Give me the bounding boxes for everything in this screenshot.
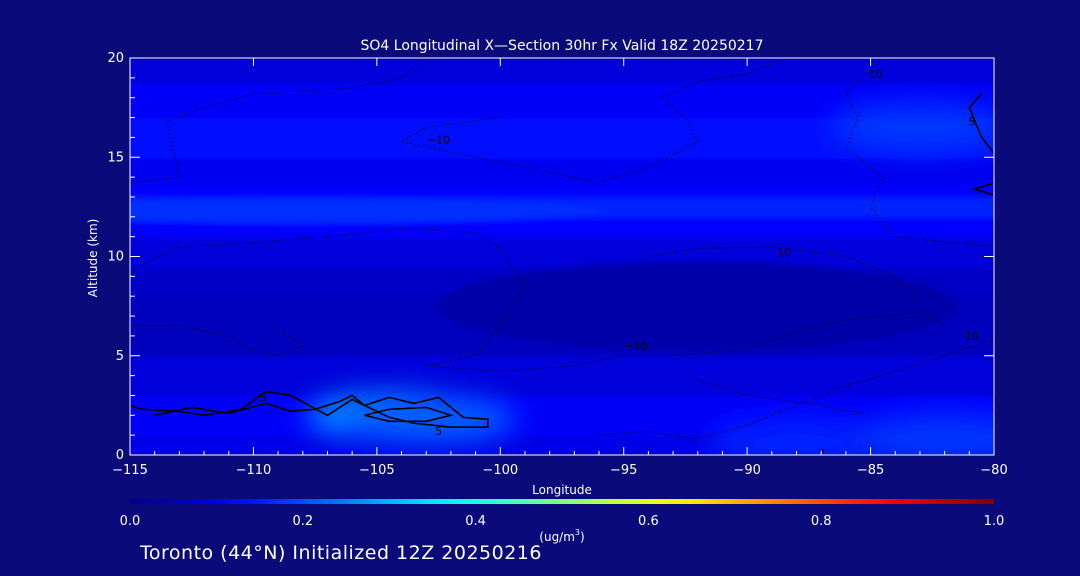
contour-solid	[364, 406, 454, 423]
heatmap-plume	[336, 395, 517, 444]
colorbar-tick-label: 0.2	[292, 514, 313, 529]
y-tick-label: 15	[107, 150, 124, 165]
contour-dashed	[598, 339, 994, 440]
heatmap-layer	[130, 58, 994, 85]
heatmap-plume	[706, 419, 887, 455]
heatmap-plume	[854, 415, 994, 455]
x-tick-label: −95	[610, 463, 637, 478]
contour-dashed	[130, 58, 427, 184]
contour-dashed	[648, 246, 921, 301]
x-tick-label: −80	[980, 463, 1007, 478]
x-axis-label: Longitude	[532, 483, 592, 497]
heatmap-layers	[130, 58, 994, 455]
colorbar-unit-main: (ug/m	[539, 530, 575, 544]
contour-dashed	[130, 228, 945, 373]
colorbar-unit-label: (ug/m3)	[539, 528, 584, 544]
y-tick-label: 10	[107, 250, 124, 265]
colorbar-tick-label: 0.4	[465, 514, 486, 529]
y-tick-label: 0	[116, 448, 124, 463]
x-tick-label: −110	[236, 463, 272, 478]
heatmap-bright-band	[130, 198, 603, 223]
contour-label: 10	[869, 68, 883, 81]
contour-labels: 10 −10 10 −10 10 5 5 5	[260, 68, 979, 438]
chart-title: SO4 Longitudinal X—Section 30hr Fx Valid…	[361, 38, 764, 54]
contour-label: 5	[260, 391, 267, 404]
colorbar-tick-label: 0.8	[811, 514, 832, 529]
heatmap-dark-core	[437, 261, 958, 352]
contour-label: −10	[427, 133, 450, 146]
x-tick-label: −90	[733, 463, 760, 478]
colorbar	[130, 499, 994, 504]
contour-dashed	[400, 58, 785, 184]
contour-lines	[130, 58, 994, 455]
colorbar-unit-sup: 3	[575, 528, 580, 537]
contour-label: 5	[435, 425, 442, 438]
contour-solid	[130, 390, 489, 428]
heatmap-layer	[130, 355, 994, 397]
contour-label: 10	[965, 330, 979, 343]
contour-dashed	[130, 325, 304, 357]
heatmap-layer	[130, 157, 994, 185]
colorbar-tick-label: 0.6	[638, 514, 659, 529]
heatmap-plume	[829, 103, 994, 152]
contour-dashed	[697, 379, 871, 416]
colorbar-unit-end: )	[580, 530, 585, 544]
y-axis: 0 5 10 15 20	[107, 51, 994, 463]
x-axis: −115 −110 −105 −100 −95 −90 −85 −80	[112, 58, 1008, 478]
colorbar-tick-label: 0.0	[120, 514, 141, 529]
colorbar-tick-label: 1.0	[984, 514, 1005, 529]
contour-label: 5	[968, 115, 975, 128]
heatmap-layer	[130, 183, 994, 198]
x-tick-label: −85	[857, 463, 884, 478]
contour-dashed	[845, 58, 994, 248]
heatmap-plumes	[306, 103, 994, 455]
contour-label: 10	[777, 247, 791, 260]
x-tick-label: −105	[359, 463, 395, 478]
y-axis-label: Altitude (km)	[86, 219, 100, 298]
y-tick-label: 20	[107, 51, 124, 66]
contour-solid	[971, 182, 994, 196]
x-tick-label: −100	[482, 463, 518, 478]
colorbar-ticks: 0.0 0.2 0.4 0.6 0.8 1.0	[120, 514, 1005, 529]
contour-label: −10	[624, 340, 647, 353]
x-tick-label: −115	[112, 463, 148, 478]
footer-caption: Toronto (44°N) Initialized 12Z 20250216	[140, 542, 542, 564]
heatmap-layer	[130, 236, 994, 268]
contour-solid	[968, 93, 994, 154]
y-tick-label: 5	[116, 349, 124, 364]
